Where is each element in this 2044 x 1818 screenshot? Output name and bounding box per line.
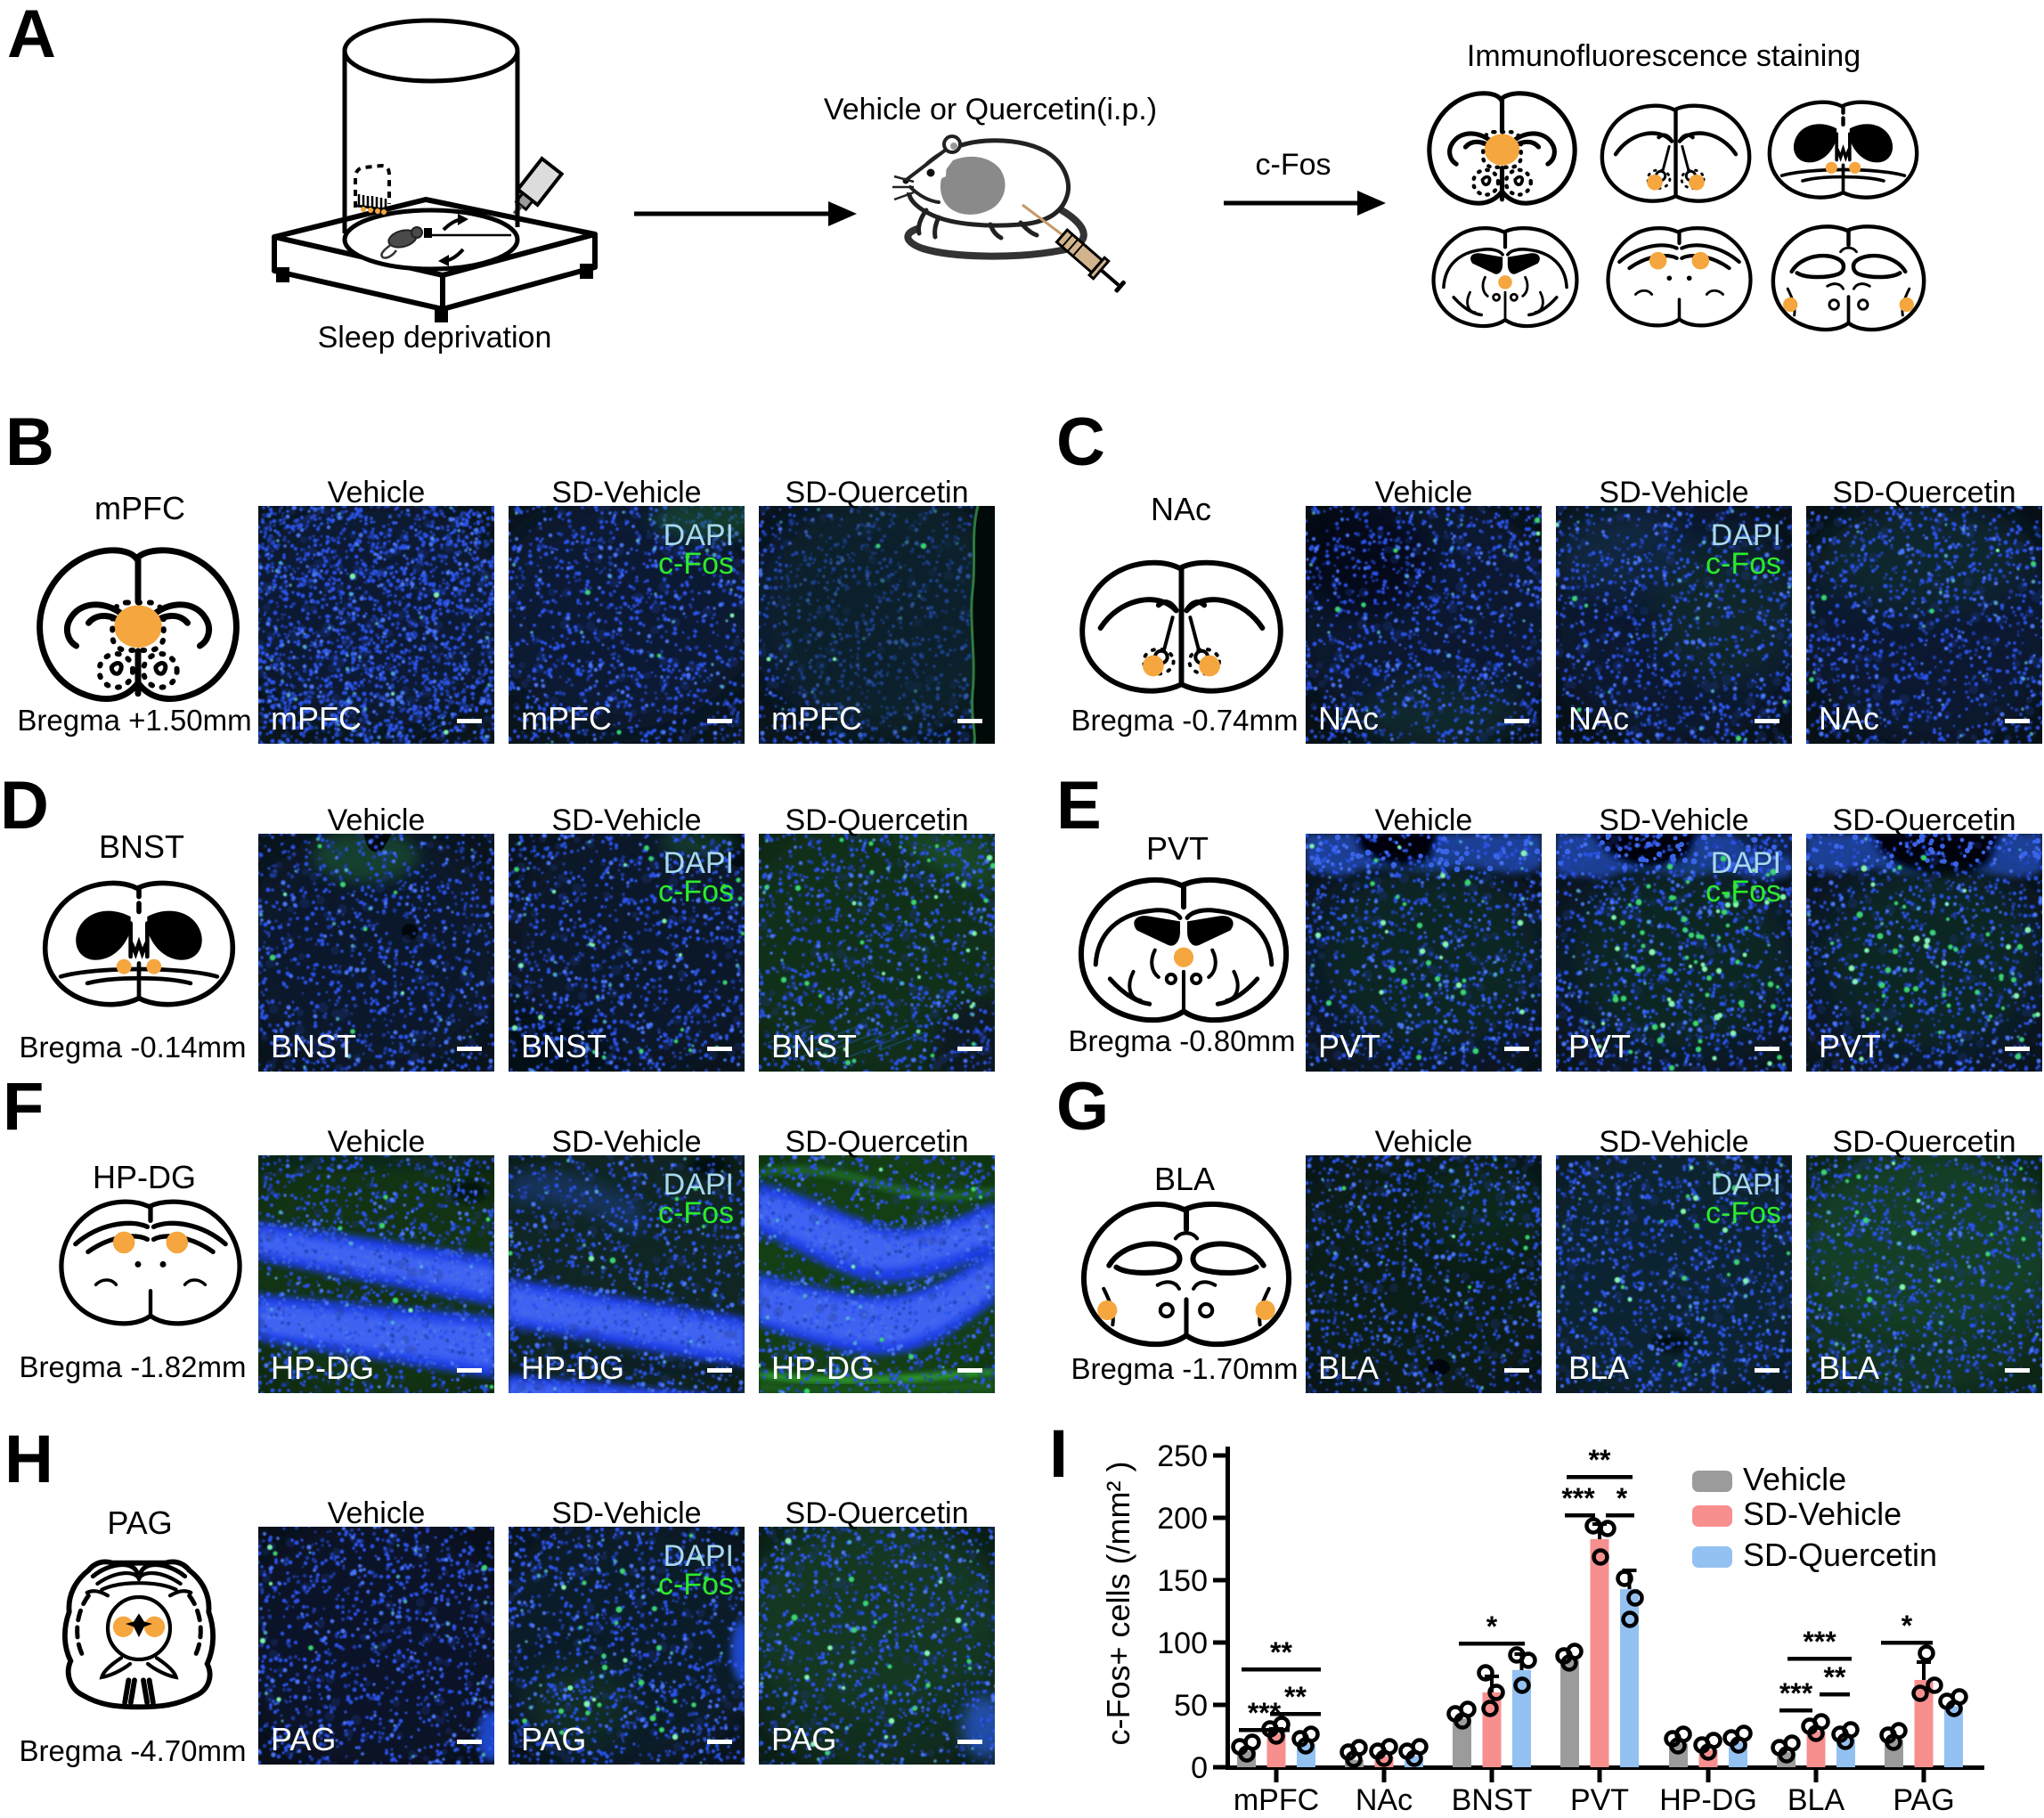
svg-text:NAc: NAc [1318, 700, 1379, 737]
svg-text:c-Fos: c-Fos [1706, 875, 1781, 909]
svg-text:Vehicle: Vehicle [328, 803, 426, 837]
svg-text:A: A [7, 0, 56, 72]
svg-text:SD-Quercetin: SD-Quercetin [1833, 803, 2016, 837]
svg-text:SD-Vehicle: SD-Vehicle [551, 1496, 701, 1530]
svg-text:HP-DG: HP-DG [521, 1349, 624, 1386]
svg-text:PVT: PVT [1146, 830, 1209, 867]
svg-text:Bregma -1.70mm: Bregma -1.70mm [1071, 1352, 1299, 1385]
svg-text:Vehicle: Vehicle [1375, 803, 1473, 837]
svg-text:SD-Vehicle: SD-Vehicle [1599, 803, 1748, 837]
svg-text:DAPI: DAPI [1711, 846, 1781, 880]
svg-text:Vehicle: Vehicle [1375, 1125, 1473, 1159]
svg-text:DAPI: DAPI [664, 846, 734, 880]
svg-text:PAG: PAG [771, 1721, 836, 1757]
svg-text:c-Fos: c-Fos [658, 1568, 734, 1602]
svg-text:Bregma -0.80mm: Bregma -0.80mm [1069, 1024, 1296, 1057]
svg-text:E: E [1056, 768, 1102, 844]
svg-text:G: G [1056, 1069, 1109, 1145]
svg-text:SD-Vehicle: SD-Vehicle [551, 1125, 701, 1159]
svg-text:SD-Quercetin: SD-Quercetin [786, 1496, 969, 1530]
svg-text:NAc: NAc [1151, 491, 1211, 527]
svg-text:BLA: BLA [1819, 1349, 1879, 1386]
svg-text:c-Fos: c-Fos [658, 547, 734, 581]
svg-text:DAPI: DAPI [664, 518, 734, 552]
svg-text:BLA: BLA [1318, 1349, 1379, 1386]
svg-text:DAPI: DAPI [1711, 518, 1781, 552]
svg-text:NAc: NAc [1568, 700, 1629, 737]
svg-text:c-Fos: c-Fos [1706, 547, 1781, 581]
svg-text:c-Fos: c-Fos [658, 875, 734, 909]
svg-text:Bregma -4.70mm: Bregma -4.70mm [20, 1734, 247, 1767]
svg-text:Vehicle: Vehicle [328, 1125, 426, 1159]
svg-text:SD-Vehicle: SD-Vehicle [551, 803, 701, 837]
svg-text:Vehicle: Vehicle [328, 476, 426, 510]
svg-text:PVT: PVT [1819, 1028, 1881, 1064]
svg-text:BNST: BNST [99, 828, 184, 865]
svg-text:PAG: PAG [521, 1721, 586, 1757]
svg-text:mPFC: mPFC [94, 490, 185, 526]
svg-text:BNST: BNST [521, 1028, 607, 1064]
svg-text:DAPI: DAPI [664, 1168, 734, 1202]
svg-text:BNST: BNST [771, 1028, 857, 1064]
svg-text:H: H [4, 1422, 53, 1497]
svg-text:mPFC: mPFC [771, 700, 862, 737]
svg-text:Bregma -0.74mm: Bregma -0.74mm [1071, 704, 1299, 737]
svg-text:BLA: BLA [1154, 1161, 1215, 1197]
svg-text:PAG: PAG [107, 1504, 172, 1541]
svg-text:BLA: BLA [1568, 1349, 1629, 1386]
svg-text:HP-DG: HP-DG [771, 1349, 875, 1386]
svg-text:B: B [5, 404, 54, 480]
svg-text:C: C [1056, 404, 1105, 480]
svg-text:DAPI: DAPI [1711, 1168, 1781, 1202]
svg-text:NAc: NAc [1819, 700, 1879, 737]
svg-text:c-Fos: c-Fos [1706, 1196, 1781, 1230]
svg-text:c-Fos: c-Fos [658, 1196, 734, 1230]
svg-text:F: F [3, 1069, 44, 1145]
svg-text:HP-DG: HP-DG [93, 1159, 196, 1195]
svg-text:SD-Quercetin: SD-Quercetin [786, 1125, 969, 1159]
svg-text:SD-Quercetin: SD-Quercetin [786, 803, 969, 837]
svg-text:DAPI: DAPI [664, 1539, 734, 1573]
svg-text:Vehicle: Vehicle [328, 1496, 426, 1530]
svg-text:PAG: PAG [271, 1721, 336, 1757]
svg-text:Bregma +1.50mm: Bregma +1.50mm [17, 704, 251, 737]
svg-text:SD-Quercetin: SD-Quercetin [1833, 1125, 2016, 1159]
svg-text:BNST: BNST [271, 1028, 356, 1064]
svg-text:D: D [0, 768, 49, 844]
svg-text:SD-Vehicle: SD-Vehicle [1599, 1125, 1748, 1159]
svg-text:Vehicle: Vehicle [1375, 476, 1473, 510]
svg-text:SD-Vehicle: SD-Vehicle [551, 476, 701, 510]
svg-text:Bregma -0.14mm: Bregma -0.14mm [20, 1031, 247, 1064]
svg-text:mPFC: mPFC [271, 700, 362, 737]
svg-text:PVT: PVT [1568, 1028, 1631, 1064]
svg-text:SD-Quercetin: SD-Quercetin [786, 476, 969, 510]
svg-text:PVT: PVT [1318, 1028, 1380, 1064]
svg-text:SD-Vehicle: SD-Vehicle [1599, 476, 1748, 510]
svg-text:HP-DG: HP-DG [271, 1349, 374, 1386]
svg-text:mPFC: mPFC [521, 700, 612, 737]
svg-text:SD-Quercetin: SD-Quercetin [1833, 476, 2016, 510]
svg-text:Bregma -1.82mm: Bregma -1.82mm [20, 1350, 247, 1383]
svg-text:I: I [1049, 1416, 1068, 1492]
